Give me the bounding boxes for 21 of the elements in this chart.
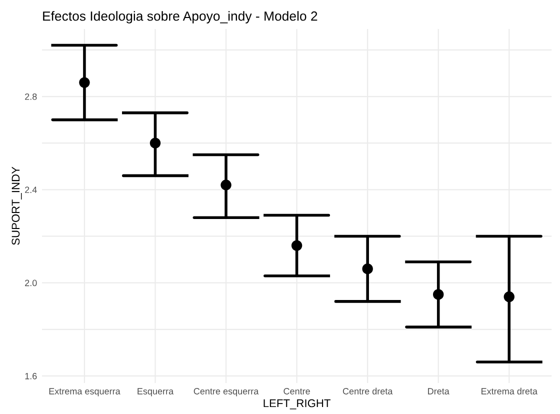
point xyxy=(150,138,161,148)
x-axis-title: LEFT_RIGHT xyxy=(264,399,330,410)
y-tick-label: 1.6 xyxy=(25,372,37,380)
point xyxy=(362,263,373,274)
point xyxy=(504,291,514,302)
x-tick-label: Centre esquerra xyxy=(194,388,259,396)
point xyxy=(291,240,302,251)
x-tick-label: Dreta xyxy=(428,388,450,394)
point xyxy=(433,289,444,300)
x-tick-label: Centre dreta xyxy=(342,388,393,394)
x-tick-label: Extrema dreta xyxy=(482,388,538,394)
y-tick-label: 2.0 xyxy=(25,280,37,286)
x-tick-label: Centre xyxy=(284,388,310,394)
x-tick-label: Extrema esquerra xyxy=(49,388,120,396)
y-tick-label: 2.8 xyxy=(25,93,37,100)
y-axis-title: SUPORT_INDY xyxy=(12,166,22,245)
point xyxy=(79,77,90,88)
y-tick-label: 2.4 xyxy=(25,186,37,193)
x-tick-label: Esquerra xyxy=(138,388,174,396)
chart-title: Efectos Ideologia sobre Apoyo_indy - Modelo 2 xyxy=(43,11,318,24)
point xyxy=(220,180,232,190)
